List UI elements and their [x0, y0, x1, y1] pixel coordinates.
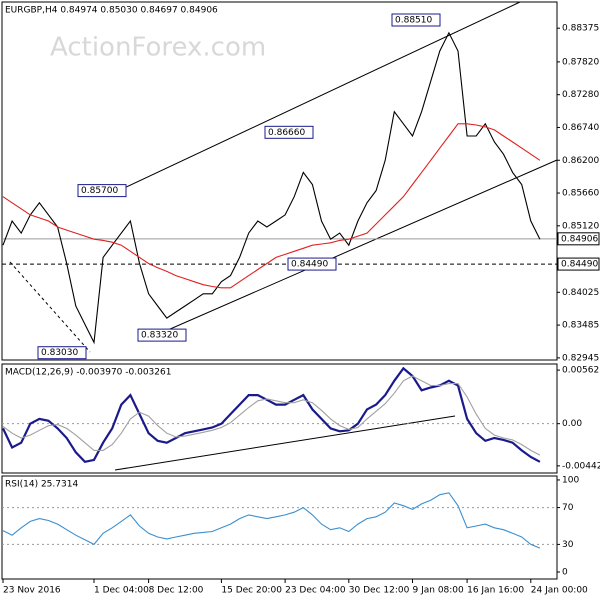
- y-tick-label: 0.87820: [562, 57, 599, 67]
- y-tick-label: 0: [562, 568, 568, 578]
- y-tick-label: 0.88375: [562, 24, 599, 34]
- y-tick-label: 30: [562, 540, 574, 550]
- y-tick-label: 0.85660: [562, 189, 599, 199]
- channel-top: [119, 1, 521, 191]
- level-label: 0.84490: [561, 260, 598, 270]
- series-line: [2, 375, 541, 456]
- trend-dash: [9, 261, 91, 353]
- y-tick-label: 0.83485: [562, 321, 599, 331]
- annotation-label: 0.88510: [395, 16, 432, 26]
- annotation-box: [77, 184, 127, 198]
- y-tick-label: 0.87280: [562, 90, 599, 100]
- price-title: EURGBP,H4 0.84974 0.85030 0.84697 0.8490…: [5, 6, 218, 16]
- x-tick-label: 23 Dec 04:00: [285, 586, 346, 596]
- y-tick-label: 0.00: [562, 419, 582, 429]
- annotation-box: [264, 125, 314, 139]
- x-tick-label: 30 Dec 12:00: [349, 586, 410, 596]
- y-tick-label: 0.82945: [562, 353, 599, 363]
- rsi-title: RSI(14) 25.7314: [5, 480, 78, 490]
- series-line: [2, 492, 541, 549]
- y-tick-label: -0.004426: [562, 461, 600, 471]
- series-line: [2, 31, 541, 345]
- x-tick-label: 9 Jan 08:00: [413, 586, 465, 596]
- x-tick-label: 1 Dec 04:00: [94, 586, 149, 596]
- annotation-box: [37, 346, 87, 360]
- series-line: [2, 123, 541, 289]
- y-tick-label: 0.86200: [562, 156, 599, 166]
- y-tick-label: 0.85120: [562, 221, 599, 231]
- series-line: [2, 366, 541, 464]
- annotation-box: [137, 328, 187, 342]
- y-tick-label: 0.00562: [562, 366, 599, 376]
- x-tick-label: 8 Dec 12:00: [149, 586, 204, 596]
- macd-title: MACD(12,26,9) -0.003970 -0.003261: [5, 368, 171, 378]
- annotation-label: 0.84490: [291, 260, 328, 270]
- annotation-label: 0.83320: [141, 331, 178, 341]
- watermark: ActionForex.com: [50, 33, 266, 63]
- macd-panel: [1, 363, 558, 474]
- x-tick-label: 24 Jan 00:00: [531, 586, 588, 596]
- rsi-panel: [1, 475, 558, 580]
- annotation-label: 0.85700: [81, 186, 118, 196]
- annotation-box: [287, 257, 337, 271]
- annotation-box: [391, 13, 441, 27]
- annotation-label: 0.83030: [41, 348, 78, 358]
- y-tick-label: 70: [562, 503, 574, 513]
- x-tick-label: 15 Dec 20:00: [221, 586, 282, 596]
- x-tick-label: 16 Jan 16:00: [467, 586, 524, 596]
- y-tick-label: 0.84025: [562, 288, 599, 298]
- level-box: [557, 257, 600, 271]
- level-label: 0.84906: [561, 234, 598, 244]
- y-tick-label: 100: [562, 475, 579, 485]
- y-tick-label: 0.86740: [562, 123, 599, 133]
- price-panel: [1, 1, 558, 361]
- x-tick-label: 23 Nov 2016: [3, 586, 61, 596]
- annotation-label: 0.86660: [268, 128, 305, 138]
- channel-bottom: [144, 159, 558, 341]
- macd-trend: [114, 415, 456, 471]
- level-box: [557, 232, 600, 246]
